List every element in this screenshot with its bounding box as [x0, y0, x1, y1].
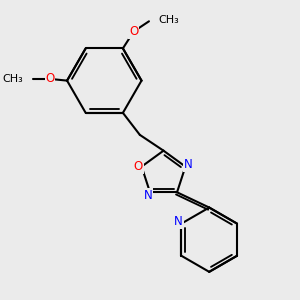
Text: CH₃: CH₃: [158, 15, 179, 25]
Text: O: O: [46, 72, 55, 86]
Text: O: O: [129, 25, 138, 38]
Text: CH₃: CH₃: [2, 74, 23, 84]
Text: N: N: [184, 158, 193, 171]
Text: N: N: [144, 188, 153, 202]
Text: N: N: [174, 215, 183, 228]
Text: O: O: [134, 160, 143, 173]
